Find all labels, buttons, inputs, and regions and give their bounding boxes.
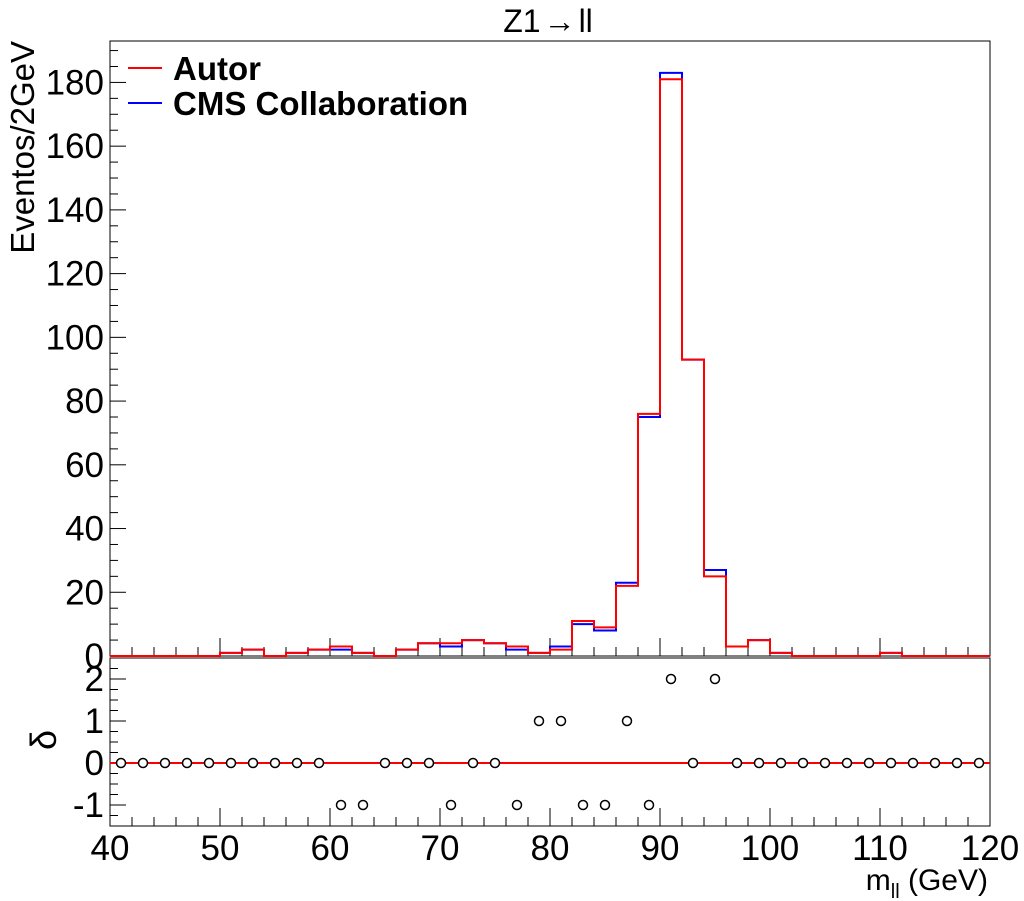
lower-panel-frame xyxy=(109,657,991,827)
legend: Autor CMS Collaboration xyxy=(128,50,468,122)
delta-point xyxy=(159,757,171,769)
delta-point xyxy=(797,757,809,769)
delta-point xyxy=(203,757,215,769)
delta-point xyxy=(775,757,787,769)
x-tick-label: 70 xyxy=(421,829,460,868)
delta-point xyxy=(907,757,919,769)
lower-y-tick-label: -1 xyxy=(73,786,104,825)
delta-point xyxy=(665,673,677,685)
upper-y-tick-label: 80 xyxy=(65,382,104,421)
upper-y-axis-label: Eventos/2GeV xyxy=(4,41,41,254)
upper-y-tick-label: 0 xyxy=(85,637,104,676)
delta-point xyxy=(357,799,369,811)
delta-point xyxy=(247,757,259,769)
upper-y-tick-label: 160 xyxy=(46,127,104,166)
delta-point xyxy=(973,757,985,769)
delta-point xyxy=(731,757,743,769)
delta-point xyxy=(929,757,941,769)
lower-y-tick-label: 1 xyxy=(85,702,104,741)
upper-panel-frame xyxy=(109,40,991,657)
legend-label-cms: CMS Collaboration xyxy=(173,85,468,122)
x-tick-label: 60 xyxy=(311,829,350,868)
lower-y-tick-label: 0 xyxy=(85,744,104,783)
lower-series-group xyxy=(110,673,990,811)
x-tick-label: 50 xyxy=(201,829,240,868)
delta-point xyxy=(401,757,413,769)
x-tick-label: 40 xyxy=(91,829,130,868)
delta-point xyxy=(115,757,127,769)
upper-y-tick-label: 140 xyxy=(46,191,104,230)
delta-point xyxy=(423,757,435,769)
upper-y-tick-label: 100 xyxy=(46,318,104,357)
delta-point xyxy=(335,799,347,811)
delta-point xyxy=(951,757,963,769)
upper-y-tick-label: 60 xyxy=(65,446,104,485)
delta-point xyxy=(445,799,457,811)
delta-point xyxy=(511,799,523,811)
delta-point xyxy=(709,673,721,685)
chart-title: Z1→ll xyxy=(503,3,593,39)
delta-point xyxy=(313,757,325,769)
x-tick-label: 90 xyxy=(641,829,680,868)
upper-y-tick-label: 120 xyxy=(46,255,104,294)
upper-series-group xyxy=(110,71,990,657)
lower-y-axis-label: δ xyxy=(23,730,64,750)
delta-point xyxy=(841,757,853,769)
lower-x-axis: 40 50 60 70 80 90 100 110 120 xyxy=(91,808,1019,868)
delta-point xyxy=(885,757,897,769)
lower-y-tick-label: 2 xyxy=(85,660,104,699)
delta-point xyxy=(753,757,765,769)
delta-point xyxy=(137,757,149,769)
upper-y-tick-label: 180 xyxy=(46,63,104,102)
upper-y-tick-label: 40 xyxy=(65,510,104,549)
delta-point xyxy=(555,715,567,727)
delta-point xyxy=(291,757,303,769)
delta-point xyxy=(533,715,545,727)
delta-point xyxy=(819,757,831,769)
delta-point xyxy=(621,715,633,727)
delta-point xyxy=(379,757,391,769)
delta-point xyxy=(489,757,501,769)
upper-y-tick-label: 20 xyxy=(65,573,104,612)
series-autor xyxy=(110,78,990,657)
delta-point xyxy=(225,757,237,769)
delta-point xyxy=(643,799,655,811)
legend-label-autor: Autor xyxy=(173,50,261,87)
delta-point xyxy=(181,757,193,769)
x-tick-label: 110 xyxy=(852,829,908,868)
delta-point xyxy=(577,799,589,811)
upper-y-axis: 0 20 40 60 80 100 120 140 160 180 xyxy=(46,50,126,676)
x-tick-label: 120 xyxy=(961,829,1019,868)
x-axis-label: mll (GeV) xyxy=(866,864,988,901)
x-tick-label: 80 xyxy=(531,829,570,868)
series-cms-collaboration xyxy=(110,71,990,657)
delta-point xyxy=(467,757,479,769)
delta-point xyxy=(269,757,281,769)
delta-point xyxy=(687,757,699,769)
x-tick-label: 100 xyxy=(741,829,799,868)
delta-point xyxy=(863,757,875,769)
delta-point xyxy=(599,799,611,811)
